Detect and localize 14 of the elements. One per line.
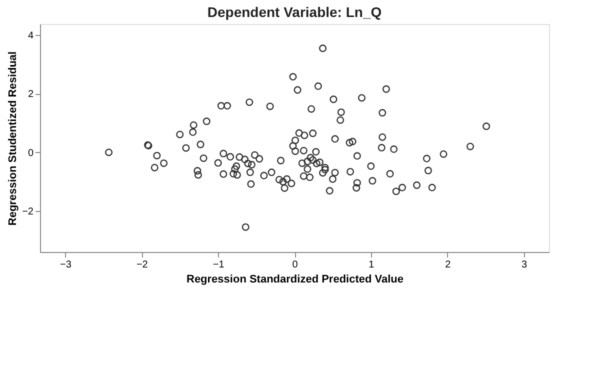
x-tick-label: −1 (212, 260, 225, 270)
y-tick-label: 0 (28, 148, 34, 159)
y-axis-title: Regression Studentized Residual (7, 51, 20, 226)
y-tick-label: 2 (28, 89, 34, 100)
x-tick-label: −3 (60, 260, 72, 270)
x-tick-label: −2 (136, 260, 148, 270)
x-tick-label: 3 (522, 260, 528, 270)
y-tick-label: −2 (22, 206, 34, 218)
x-tick-label: 2 (445, 260, 452, 270)
x-tick-label: 1 (368, 260, 375, 270)
x-axis-title: Regression Standardized Predicted Value (186, 274, 404, 286)
chart-title: Dependent Variable: Ln_Q (207, 4, 382, 20)
y-tick-label: 4 (28, 30, 34, 42)
x-tick-label: 0 (292, 260, 298, 270)
